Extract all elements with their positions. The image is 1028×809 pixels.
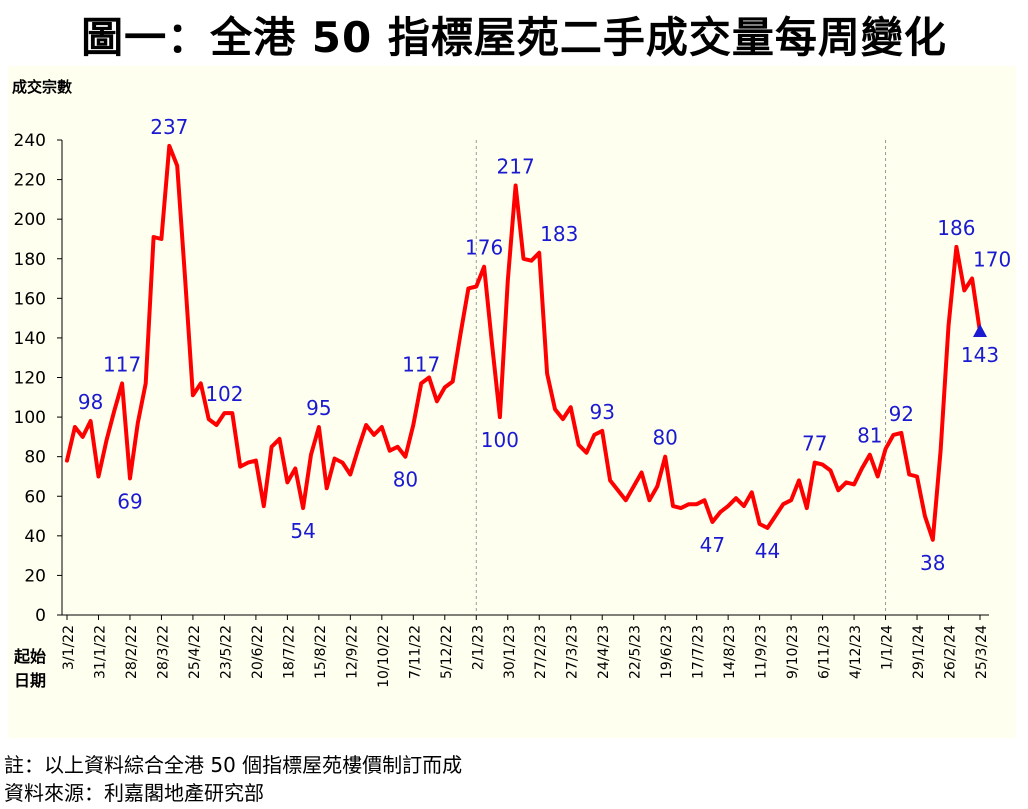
data-label: 38 xyxy=(920,551,945,575)
x-tick-label: 29/1/24 xyxy=(911,625,927,679)
x-tick-label: 23/5/22 xyxy=(218,625,234,679)
y-tick-label: 200 xyxy=(14,210,46,230)
y-tick-label: 0 xyxy=(35,606,46,626)
y-tick-label: 140 xyxy=(14,329,46,349)
x-tick-label: 22/5/23 xyxy=(628,625,644,679)
y-tick-label: 240 xyxy=(14,131,46,151)
x-tick-label: 28/3/22 xyxy=(155,625,171,679)
x-tick-label: 3/1/22 xyxy=(61,625,77,670)
data-label: 117 xyxy=(402,352,440,376)
x-tick-label: 27/2/23 xyxy=(533,625,549,679)
x-tick-label: 26/2/24 xyxy=(943,625,959,679)
x-tick-label: 18/7/22 xyxy=(281,625,297,679)
x-tick-label: 19/6/23 xyxy=(659,625,675,679)
x-tick-label: 17/7/23 xyxy=(691,625,707,679)
data-label: 92 xyxy=(889,402,914,426)
data-label: 237 xyxy=(150,115,188,139)
y-tick-label: 100 xyxy=(14,408,46,428)
data-label: 80 xyxy=(652,426,677,450)
x-tick-label: 1/1/24 xyxy=(880,625,896,670)
x-tick-label: 7/11/22 xyxy=(407,625,423,679)
last-point-marker xyxy=(973,323,987,337)
data-label: 102 xyxy=(205,382,243,406)
x-tick-label: 20/6/22 xyxy=(250,625,266,679)
data-label: 81 xyxy=(857,424,882,448)
data-label: 117 xyxy=(103,352,141,376)
y-tick-label: 40 xyxy=(24,527,46,547)
y-tick-label: 120 xyxy=(14,369,46,389)
x-axis-label: 起始 xyxy=(13,647,46,666)
x-tick-label: 30/1/23 xyxy=(502,625,518,679)
x-tick-label: 6/11/23 xyxy=(817,625,833,679)
y-tick-label: 180 xyxy=(14,250,46,270)
x-tick-label: 27/3/23 xyxy=(565,625,581,679)
source-note: 資料來源：利嘉閣地產研究部 xyxy=(4,781,264,805)
data-label: 143 xyxy=(961,343,999,367)
y-axis-label: 成交宗數 xyxy=(12,78,72,96)
x-tick-label: 14/8/23 xyxy=(722,625,738,679)
data-label: 54 xyxy=(290,519,315,543)
x-tick-label: 25/3/24 xyxy=(974,625,990,679)
x-tick-label: 12/9/22 xyxy=(344,625,360,679)
x-tick-label: 9/10/23 xyxy=(785,625,801,679)
data-label: 93 xyxy=(589,400,614,424)
data-label: 44 xyxy=(755,539,780,563)
y-tick-label: 220 xyxy=(14,171,46,191)
data-label: 95 xyxy=(306,396,331,420)
series-line xyxy=(65,143,982,542)
data-label: 47 xyxy=(700,533,725,557)
x-tick-label: 11/9/23 xyxy=(754,625,770,679)
x-tick-label: 31/1/22 xyxy=(92,625,108,679)
x-tick-label: 15/8/22 xyxy=(313,625,329,679)
data-label: 217 xyxy=(497,155,535,179)
y-tick-label: 80 xyxy=(24,448,46,468)
data-label: 176 xyxy=(465,236,503,260)
data-label: 100 xyxy=(481,428,519,452)
x-tick-label: 25/4/22 xyxy=(187,625,203,679)
data-label: 80 xyxy=(393,468,418,492)
y-tick-label: 160 xyxy=(14,289,46,309)
data-label: 98 xyxy=(78,390,103,414)
y-tick-label: 60 xyxy=(24,487,46,507)
chart-panel xyxy=(8,66,1016,738)
x-tick-label: 24/4/23 xyxy=(596,625,612,679)
data-label: 77 xyxy=(802,432,827,456)
x-tick-label: 4/12/23 xyxy=(848,625,864,679)
x-tick-label: 5/12/22 xyxy=(439,625,455,679)
data-label: 183 xyxy=(540,222,578,246)
line-chart: 成交宗數 0 20 40 60 80 100 120 140 160 180 200 220 240 3/1… xyxy=(12,78,1011,690)
y-tick-label: 20 xyxy=(24,566,46,586)
data-label: 170 xyxy=(973,248,1011,272)
x-tick-label: 28/2/22 xyxy=(124,625,140,679)
chart-title: 圖一：全港 50 指標屋苑二手成交量每周變化 xyxy=(81,13,947,62)
data-label: 186 xyxy=(937,216,975,240)
data-label: 69 xyxy=(117,489,142,513)
footnote: 註：以上資料綜合全港 50 個指標屋苑樓價制訂而成 xyxy=(4,753,463,777)
x-axis-label: 日期 xyxy=(14,671,46,690)
x-tick-label: 2/1/23 xyxy=(470,625,486,670)
x-tick-label: 10/10/22 xyxy=(376,625,392,688)
